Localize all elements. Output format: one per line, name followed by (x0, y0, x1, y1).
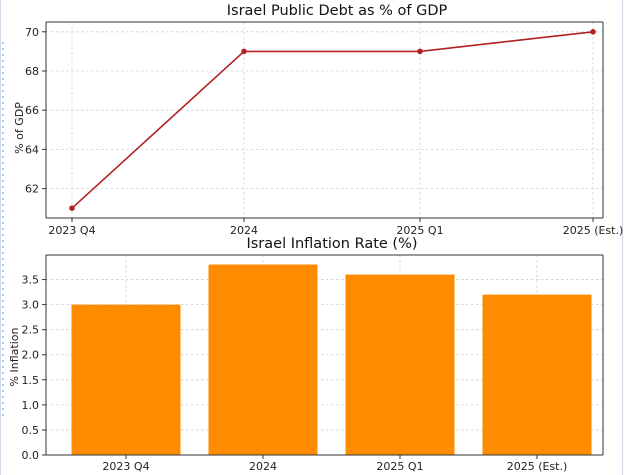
debt-data-point (417, 48, 423, 55)
debt-data-point (241, 48, 247, 55)
debt-y-ticks: 62 64 66 68 70 (25, 26, 46, 196)
inflation-x-tick-label: 2023 Q4 (102, 460, 149, 473)
debt-y-tick-label: 62 (25, 183, 39, 196)
left-frame-border (0, 0, 1, 475)
right-frame-border (622, 0, 623, 475)
debt-x-tick-label: 2025 Q1 (396, 224, 443, 237)
inflation-bar (208, 264, 318, 455)
inflation-y-tick-label: 3.5 (22, 274, 40, 287)
inflation-y-tick-label: 1.0 (22, 399, 40, 412)
left-dotted-decoration (1, 40, 5, 420)
debt-chart-title: Israel Public Debt as % of GDP (227, 3, 448, 19)
debt-y-tick-label: 70 (25, 26, 39, 39)
debt-x-tick-label: 2025 (Est.) (563, 224, 624, 237)
inflation-y-tick-label: 1.5 (22, 374, 40, 387)
debt-series (69, 29, 596, 211)
inflation-y-tick-label: 0.5 (22, 424, 40, 437)
debt-line-chart: Israel Public Debt as % of GDP % of GDP … (13, 3, 623, 237)
debt-series-line (71, 31, 594, 209)
inflation-bars (71, 264, 592, 455)
inflation-y-ticks: 0.0 0.5 1.0 1.5 2.0 2.5 3.0 3.5 (22, 274, 46, 462)
debt-y-tick-label: 68 (25, 65, 39, 78)
inflation-x-tick-label: 2024 (249, 460, 277, 473)
inflation-y-tick-label: 2.5 (22, 324, 40, 337)
inflation-x-tick-label: 2025 Q1 (376, 460, 423, 473)
inflation-bar (345, 274, 455, 455)
debt-x-tick-label: 2024 (230, 224, 258, 237)
debt-data-point (69, 205, 75, 211)
inflation-y-tick-label: 0.0 (22, 449, 40, 462)
debt-y-tick-label: 66 (25, 104, 39, 117)
inflation-chart-title: Israel Inflation Rate (%) (246, 236, 417, 252)
inflation-x-ticks: 2023 Q4 2024 2025 Q1 2025 (Est.) (102, 455, 567, 473)
inflation-bar-chart: Israel Inflation Rate (%) % Inflation 0.… (8, 236, 604, 473)
debt-y-tick-label: 64 (25, 143, 39, 156)
inflation-bar (71, 304, 181, 455)
inflation-x-tick-label: 2025 (Est.) (507, 460, 568, 473)
debt-y-axis-label: % of GDP (13, 102, 26, 154)
inflation-bar (482, 294, 592, 455)
debt-axes (45, 21, 604, 219)
debt-x-tick-label: 2023 Q4 (48, 224, 95, 237)
debt-data-point (590, 29, 596, 35)
inflation-y-axis-label: % Inflation (8, 328, 21, 387)
inflation-y-tick-label: 2.0 (22, 349, 40, 362)
inflation-axes (45, 254, 604, 456)
debt-x-ticks: 2023 Q4 2024 2025 Q1 2025 (Est.) (48, 218, 623, 237)
inflation-y-tick-label: 3.0 (22, 299, 40, 312)
